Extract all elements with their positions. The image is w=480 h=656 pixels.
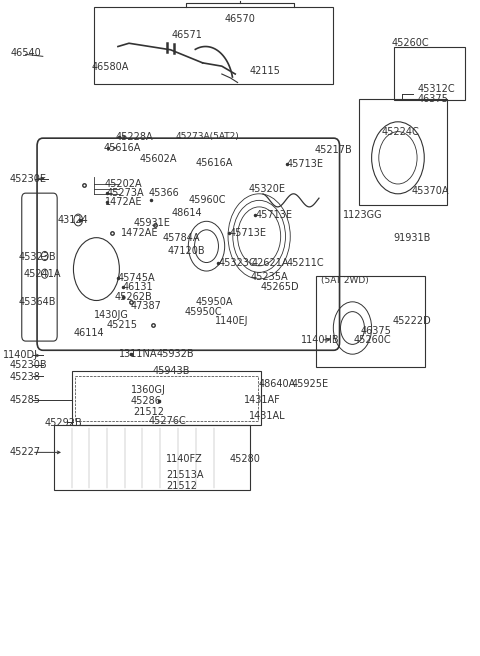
Text: 45230B: 45230B: [9, 360, 47, 371]
Text: 45217B: 45217B: [314, 145, 352, 155]
Text: 1140EJ: 1140EJ: [215, 316, 249, 327]
Text: 45960C: 45960C: [188, 195, 226, 205]
Text: 45713E: 45713E: [229, 228, 266, 238]
Bar: [394, 47, 465, 100]
Text: 45215: 45215: [107, 319, 138, 330]
Text: 42115: 42115: [250, 66, 280, 75]
Text: 1431AF: 1431AF: [244, 395, 281, 405]
Text: 45931E: 45931E: [134, 218, 170, 228]
Text: 45260C: 45260C: [354, 335, 392, 345]
Text: 45211C: 45211C: [287, 258, 324, 268]
Bar: [359, 99, 447, 205]
Text: 43124: 43124: [57, 215, 88, 225]
Text: 1123GG: 1123GG: [343, 211, 383, 220]
Bar: [94, 7, 333, 85]
Text: 1472AE: 1472AE: [105, 197, 143, 207]
Text: 1430JG: 1430JG: [94, 310, 129, 320]
Text: 45713E: 45713E: [287, 159, 324, 169]
Text: 46375: 46375: [360, 326, 392, 337]
Text: 45222D: 45222D: [392, 316, 431, 327]
Text: 45932B: 45932B: [156, 349, 194, 359]
Text: 45320E: 45320E: [249, 184, 286, 194]
Text: 46131: 46131: [123, 283, 154, 293]
Text: 46580A: 46580A: [92, 62, 129, 72]
Text: 48614: 48614: [172, 209, 203, 218]
Text: 45285: 45285: [9, 395, 40, 405]
Text: 45616A: 45616A: [104, 143, 141, 153]
Text: 45323C: 45323C: [218, 258, 256, 268]
Text: 45202A: 45202A: [105, 179, 143, 189]
Text: (5AT 2WD): (5AT 2WD): [322, 276, 369, 285]
Text: 1140HB: 1140HB: [301, 335, 340, 345]
Text: 45265D: 45265D: [260, 283, 299, 293]
Text: 45366: 45366: [148, 188, 179, 198]
Text: 45262B: 45262B: [115, 291, 152, 302]
Text: 21513A: 21513A: [166, 470, 204, 480]
Text: 91931B: 91931B: [393, 233, 431, 243]
Text: 45364B: 45364B: [19, 297, 56, 307]
Text: 45224C: 45224C: [381, 127, 419, 136]
Text: 1311NA: 1311NA: [120, 349, 158, 359]
Text: 1472AE: 1472AE: [121, 228, 159, 238]
Text: 21512: 21512: [134, 407, 165, 417]
Text: 21512: 21512: [166, 482, 197, 491]
Text: 45280: 45280: [229, 454, 260, 464]
Text: 46540: 46540: [10, 48, 41, 58]
Text: 45784A: 45784A: [162, 233, 200, 243]
Text: 45273A: 45273A: [107, 188, 144, 198]
Text: 45323B: 45323B: [19, 253, 57, 262]
Text: 48640A: 48640A: [258, 379, 295, 388]
Text: 45276C: 45276C: [148, 416, 186, 426]
Text: 47120B: 47120B: [167, 246, 205, 256]
Text: 45950C: 45950C: [185, 306, 223, 317]
Text: 45230E: 45230E: [9, 174, 46, 184]
Text: 45228A: 45228A: [116, 132, 153, 142]
Text: 47387: 47387: [131, 301, 162, 312]
Text: 45602A: 45602A: [140, 154, 177, 164]
Text: 46571: 46571: [172, 30, 203, 40]
Text: 45370A: 45370A: [411, 186, 449, 195]
Text: 45713E: 45713E: [255, 211, 292, 220]
Text: 45260C: 45260C: [391, 38, 429, 49]
Text: 42621A: 42621A: [252, 258, 289, 268]
Text: 1360GJ: 1360GJ: [131, 385, 166, 395]
Bar: [75, 377, 258, 421]
Bar: [316, 276, 425, 367]
Bar: [72, 371, 261, 425]
Text: 45241A: 45241A: [24, 269, 61, 279]
Text: 45616A: 45616A: [196, 158, 233, 168]
Text: 45273A(5AT2): 45273A(5AT2): [175, 133, 239, 141]
Text: 46114: 46114: [73, 327, 104, 338]
Bar: [54, 425, 250, 490]
Text: 45227: 45227: [9, 447, 40, 457]
Text: 1140DJ: 1140DJ: [3, 350, 38, 361]
Text: 45235A: 45235A: [251, 272, 288, 282]
Text: 45925E: 45925E: [292, 379, 329, 388]
Text: 45292B: 45292B: [45, 418, 83, 428]
Text: 46375: 46375: [417, 94, 448, 104]
Text: 45238: 45238: [9, 372, 40, 382]
Text: 45943B: 45943B: [153, 365, 191, 375]
Text: 1140FZ: 1140FZ: [166, 454, 203, 464]
Text: 45745A: 45745A: [118, 273, 156, 283]
Text: 45950A: 45950A: [196, 297, 233, 307]
Text: 45312C: 45312C: [417, 84, 455, 94]
Text: 1431AL: 1431AL: [249, 411, 285, 421]
Text: 45286: 45286: [131, 396, 162, 406]
Text: 46570: 46570: [225, 14, 255, 24]
